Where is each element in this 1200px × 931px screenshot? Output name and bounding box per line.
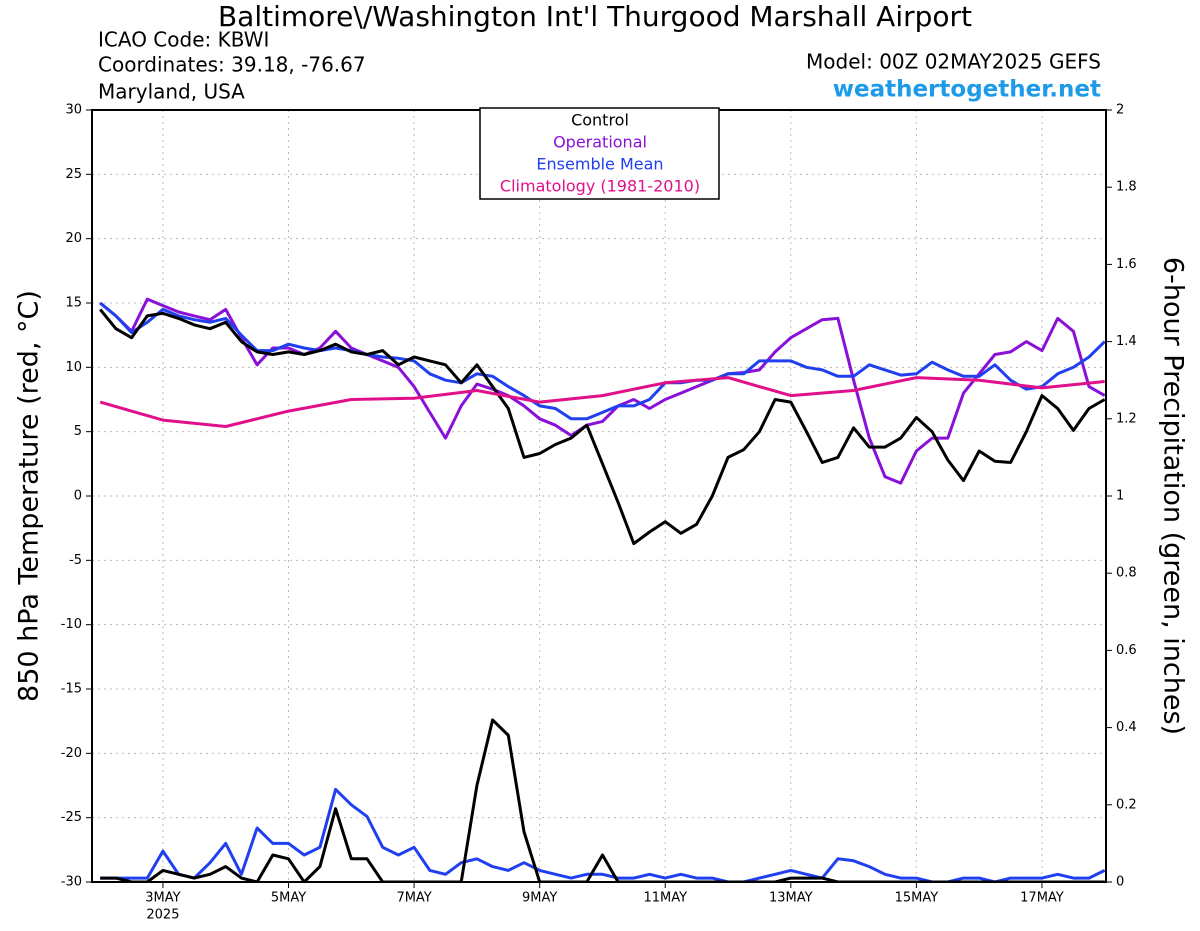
- temperature-line: [99, 376, 1105, 428]
- y-tick-label: -5: [69, 553, 82, 568]
- y-tick-label: 10: [65, 360, 82, 375]
- legend-box: [479, 107, 720, 200]
- legend: Control Operational Ensemble Mean Climatolo…: [500, 111, 700, 196]
- x-tick-label: 11MAY: [643, 891, 687, 906]
- legend-entry: Operational: [553, 133, 647, 152]
- y2-tick-label: 0: [1116, 875, 1124, 890]
- temperature-line: [99, 308, 1106, 546]
- y-tick-label: 20: [65, 231, 82, 246]
- legend-entry: Climatology (1981-2010): [500, 177, 700, 196]
- y-tick-label: 0: [74, 489, 82, 504]
- model: Model: 00Z 02MAY2025 GEFS: [806, 50, 1101, 74]
- y-tick-label: -20: [61, 746, 82, 761]
- temperature-line: [99, 301, 1106, 421]
- y-tick-label: -30: [61, 875, 82, 890]
- x-tick-label: 5MAY: [271, 891, 306, 906]
- website: weathertogether.net: [833, 77, 1101, 103]
- chart-title: Baltimore\/Washington Int'l Thurgood Mar…: [218, 0, 972, 33]
- axes: 302520151050-5-10-15-20-25-3021.81.61.41…: [61, 103, 1137, 923]
- y-tick-label: -10: [61, 617, 82, 632]
- legend-entry: Ensemble Mean: [536, 155, 663, 174]
- x-tick-label: 9MAY: [522, 891, 557, 906]
- y2-tick-label: 0.2: [1116, 797, 1137, 812]
- x-sublabel: 2025: [146, 908, 179, 923]
- legend-entry: Control: [571, 111, 629, 130]
- y2-tick-label: 1.2: [1116, 411, 1137, 426]
- coordinates: Coordinates: 39.18, -76.67: [98, 53, 366, 77]
- icao: ICAO Code: KBWI: [98, 28, 269, 52]
- y-tick-label: 30: [65, 103, 82, 118]
- x-tick-label: 15MAY: [895, 891, 939, 906]
- precip-line: [100, 787, 1106, 882]
- y2-tick-label: 2: [1116, 103, 1124, 118]
- y-axis-label: 850 hPa Temperature (red, °C): [14, 290, 45, 702]
- y-tick-label: 5: [74, 424, 82, 439]
- x-tick-label: 7MAY: [396, 891, 431, 906]
- x-tick-label: 13MAY: [769, 891, 813, 906]
- y2-tick-label: 0.4: [1116, 720, 1137, 735]
- location: Maryland, USA: [98, 80, 245, 104]
- x-tick-label: 3MAY: [145, 891, 180, 906]
- y2-tick-label: 1.6: [1116, 257, 1137, 272]
- y-tick-label: -15: [61, 682, 82, 697]
- y2-axis-label: 6-hour Precipitation (green, inches): [1158, 257, 1189, 735]
- precip-line: [100, 718, 1105, 882]
- y-tick-label: -25: [61, 810, 82, 825]
- y2-tick-label: 1: [1116, 489, 1124, 504]
- y2-tick-label: 1.8: [1116, 180, 1137, 195]
- plot-lines: [99, 297, 1106, 882]
- x-tick-label: 17MAY: [1020, 891, 1064, 906]
- y2-tick-label: 1.4: [1116, 334, 1137, 349]
- y2-tick-label: 0.6: [1116, 643, 1137, 658]
- y2-tick-label: 0.8: [1116, 566, 1137, 581]
- y-tick-label: 25: [65, 167, 82, 182]
- y-tick-label: 15: [65, 296, 82, 311]
